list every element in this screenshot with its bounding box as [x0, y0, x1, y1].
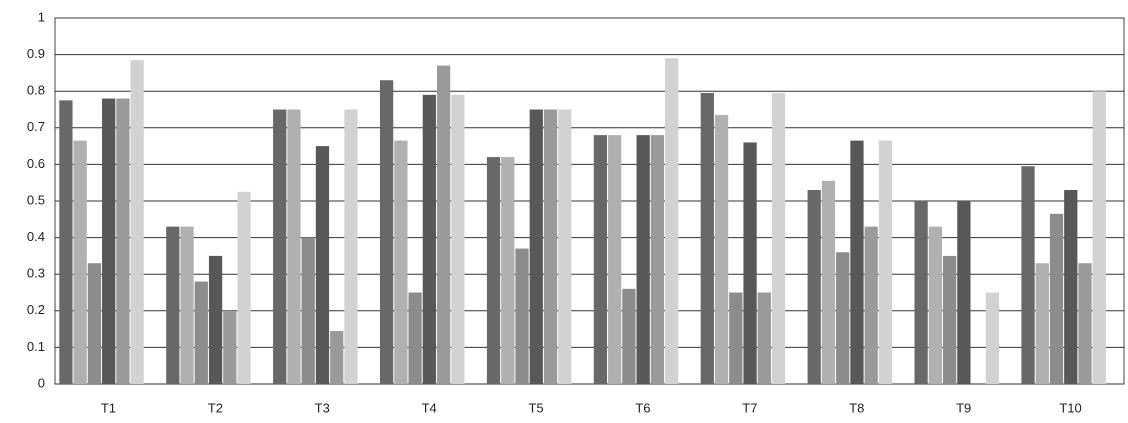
bar [942, 255, 957, 384]
bar [636, 135, 650, 384]
y-tick-label: 0.8 [27, 83, 45, 98]
bar [821, 180, 836, 384]
bar [180, 226, 194, 384]
x-tick-label: T4 [422, 400, 437, 415]
y-tick-label: 0.2 [27, 302, 45, 317]
bar [422, 94, 436, 385]
bar [237, 191, 251, 384]
bar [729, 292, 743, 384]
bar [807, 190, 821, 384]
bar [957, 201, 971, 384]
bar [102, 98, 116, 385]
bar [515, 248, 529, 384]
bar [130, 60, 144, 385]
y-tick-label: 0 [38, 375, 45, 390]
bar [394, 140, 408, 384]
x-tick-label: T10 [1059, 400, 1081, 415]
bar [757, 292, 771, 384]
bar [315, 146, 330, 384]
bar [1021, 166, 1035, 384]
bar [486, 157, 501, 384]
bar [529, 109, 543, 384]
bar [1064, 190, 1078, 384]
bar [194, 281, 208, 384]
bar [116, 98, 130, 385]
bar [501, 157, 515, 384]
y-tick-label: 0.4 [27, 229, 45, 244]
y-tick-label: 0.1 [27, 339, 45, 354]
bar [1092, 91, 1106, 384]
bar [864, 226, 878, 384]
y-tick-label: 0.3 [27, 266, 45, 281]
bar [985, 292, 999, 384]
bar [650, 135, 665, 384]
bar [622, 288, 636, 384]
bar [850, 140, 864, 384]
y-tick-label: 0.5 [27, 192, 45, 207]
x-tick-label: T9 [956, 400, 971, 415]
bar [330, 330, 344, 384]
bar [914, 201, 928, 384]
bar [301, 237, 315, 384]
x-tick-label: T7 [742, 400, 757, 415]
bar [1049, 213, 1064, 384]
bar [379, 80, 394, 384]
bar [714, 114, 729, 385]
bar [166, 226, 180, 384]
x-tick-label: T8 [849, 400, 864, 415]
bar [1078, 263, 1092, 384]
bar [593, 135, 608, 384]
bar [665, 58, 679, 384]
bar [408, 292, 422, 384]
bar [273, 109, 287, 384]
x-tick-label: T3 [315, 400, 330, 415]
bar [451, 94, 465, 385]
bar [1035, 263, 1049, 384]
bar [700, 93, 714, 384]
y-tick-label: 0.6 [27, 156, 45, 171]
bar [223, 310, 237, 384]
x-tick-label: T6 [635, 400, 650, 415]
bar [436, 65, 451, 384]
bar [771, 93, 786, 384]
y-tick-label: 0.7 [27, 119, 45, 134]
bar [928, 226, 942, 384]
bar [344, 109, 358, 384]
bar [836, 252, 850, 384]
bar [87, 263, 102, 384]
bar [73, 140, 87, 384]
y-tick-label: 0.9 [27, 46, 45, 61]
x-tick-label: T5 [528, 400, 543, 415]
y-tick-label: 1 [38, 9, 45, 24]
bar [743, 142, 757, 384]
x-tick-label: T2 [208, 400, 223, 415]
bar [208, 255, 223, 384]
x-tick-label: T1 [101, 400, 116, 415]
bar [543, 109, 558, 384]
bar [287, 109, 301, 384]
bar [878, 140, 893, 384]
bar [608, 135, 622, 384]
bar [558, 109, 572, 384]
bar [59, 100, 73, 384]
